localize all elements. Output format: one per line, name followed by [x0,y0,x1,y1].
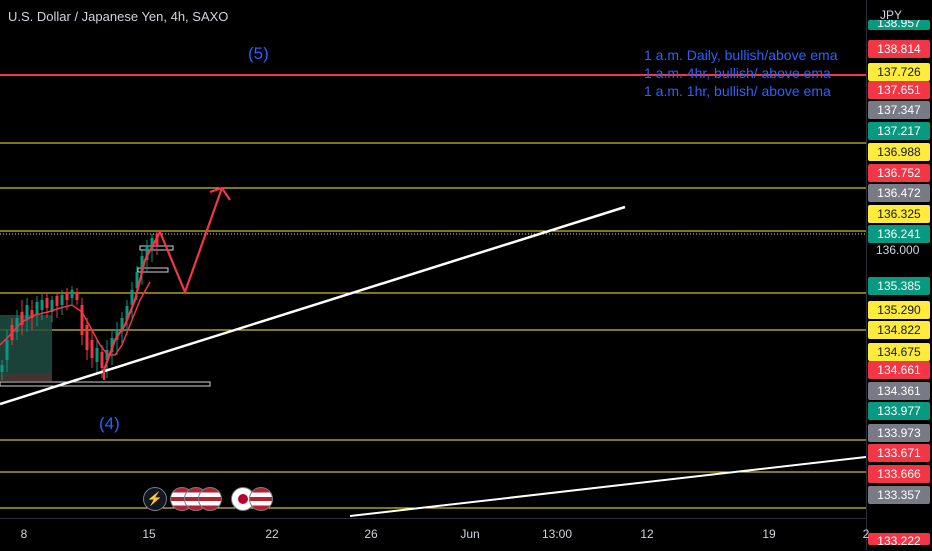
us-flag-icon[interactable] [198,487,222,511]
price-label: 133.666 [868,465,930,483]
time-tick: 13:00 [541,527,573,541]
price-label: 134.661 [868,361,930,379]
range-box[interactable] [137,267,169,273]
price-label: 135.385 [868,277,930,295]
candle-body [55,296,59,306]
candle-body [145,246,149,260]
candle-body [125,306,129,320]
price-label: 134.822 [868,321,930,339]
price-label: 133.973 [868,424,930,442]
candle-body [35,302,39,315]
price-label: 135.290 [868,301,930,319]
candle-body [95,348,99,362]
ema-line [0,281,151,356]
candle-body [75,292,79,300]
time-axis[interactable] [0,518,866,551]
us-flag-icon[interactable] [249,487,273,511]
candle-body [0,365,4,372]
candle-body [30,310,34,318]
chart-canvas[interactable] [0,0,866,518]
candle-body [120,318,124,332]
candle-body [115,330,119,340]
wave-5-label[interactable]: (5) [248,44,269,63]
projection-path[interactable] [102,187,224,380]
price-label: 133.977 [868,402,930,420]
candle-body [135,272,139,288]
candle-body [140,256,144,272]
trend-line[interactable] [0,205,626,406]
time-tick: 15 [142,527,156,541]
time-tick: 2 [862,527,870,541]
arrowhead-icon [209,186,231,201]
price-label: 137.726 [868,63,930,81]
price-label-partial: 138.957 [868,20,930,30]
price-label: 136.988 [868,143,930,161]
candle-body [40,300,44,310]
candle-body [50,300,54,312]
candle-body [150,238,154,250]
price-label: 136.241 [868,225,930,243]
candle-body [45,298,49,308]
price-tick: 136.000 [876,243,920,257]
candle-body [70,290,74,298]
trend-line[interactable] [349,456,866,517]
demand-zone[interactable] [0,315,52,373]
time-tick: 26 [364,527,378,541]
note-daily[interactable]: 1 a.m. Daily, bullish/above ema [644,47,838,63]
price-label: 133.357 [868,486,930,504]
price-label-partial: 133.222 [868,533,930,545]
price-label: 134.675 [868,343,930,361]
price-label: 134.361 [868,382,930,400]
currency-label[interactable]: JPY [880,8,903,22]
range-box[interactable] [0,381,211,387]
candle-body [90,340,94,358]
time-tick: 19 [762,527,776,541]
candle-body [100,352,104,368]
price-label: 138.814 [868,40,930,58]
wave-4-label[interactable]: (4) [99,414,120,433]
candle-body [15,318,19,332]
time-tick: 8 [20,527,28,541]
time-tick: 22 [265,527,279,541]
candle-body [25,305,29,320]
candle-body [65,292,69,300]
demand-zone-lower[interactable] [0,373,52,381]
lightning-icon[interactable]: ⚡ [143,487,167,511]
candle-body [155,234,159,246]
price-label: 137.217 [868,122,930,140]
price-label: 136.472 [868,184,930,202]
note-1hr[interactable]: 1 a.m. 1hr, bullish/ above ema [644,83,831,99]
candle-body [5,340,9,360]
time-tick: 12 [640,527,654,541]
candle-body [130,290,134,305]
candle-body [60,295,64,305]
price-label: 137.651 [868,81,930,99]
candle-body [105,350,109,360]
price-label: 136.752 [868,164,930,182]
candle-body [20,312,24,325]
symbol-title[interactable]: U.S. Dollar / Japanese Yen, 4h, SAXO [8,9,229,24]
price-label: 137.347 [868,101,930,119]
note-4hr[interactable]: 1 a.m. 4hr, bullish/ above ema [644,65,831,81]
price-label: 136.325 [868,205,930,223]
candle-body [85,325,89,350]
price-label: 133.671 [868,444,930,462]
candle-body [80,305,84,335]
time-tick: Jun [460,527,480,541]
